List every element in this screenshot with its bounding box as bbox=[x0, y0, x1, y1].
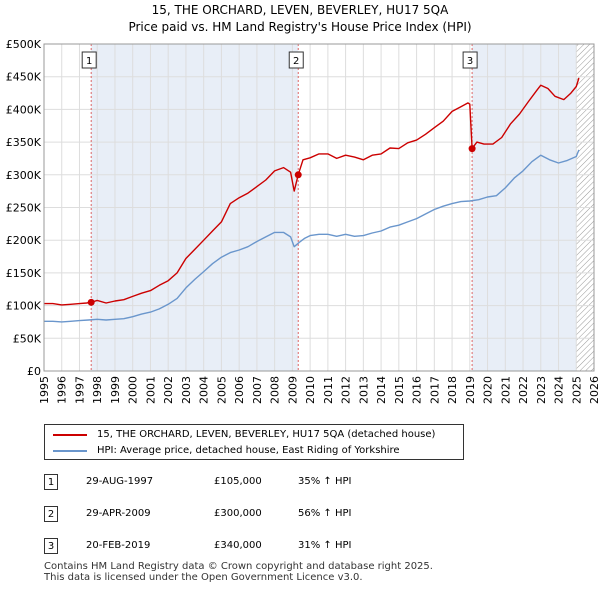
legend-item-hpi: HPI: Average price, detached house, East… bbox=[53, 443, 400, 459]
sale-row-2: 2 29-APR-2009 £300,000 56% ↑ HPI bbox=[44, 506, 564, 526]
sale-badge-label-2: 2 bbox=[293, 56, 299, 67]
x-tick-label: 2012 bbox=[340, 376, 353, 404]
y-tick-label: £50K bbox=[13, 332, 42, 345]
y-tick-label: £450K bbox=[6, 71, 42, 84]
sale-hpi-change: 31% ↑ HPI bbox=[298, 540, 352, 551]
sale-date: 20-FEB-2019 bbox=[86, 540, 151, 551]
legend-item-property: 15, THE ORCHARD, LEVEN, BEVERLEY, HU17 5… bbox=[53, 427, 435, 443]
plot-border bbox=[43, 43, 595, 372]
legend-swatch-hpi bbox=[53, 450, 87, 452]
y-tick-label: £500K bbox=[6, 38, 42, 51]
x-tick-label: 2017 bbox=[428, 376, 441, 404]
sale-hpi-change: 56% ↑ HPI bbox=[298, 508, 352, 519]
x-tick-label: 2010 bbox=[304, 376, 317, 404]
sale-hpi-change: 35% ↑ HPI bbox=[298, 476, 352, 487]
y-tick-label: £150K bbox=[6, 267, 42, 280]
sale-date: 29-AUG-1997 bbox=[86, 476, 154, 487]
price-chart: 15, THE ORCHARD, LEVEN, BEVERLEY, HU17 5… bbox=[6, 3, 600, 404]
chart-title: 15, THE ORCHARD, LEVEN, BEVERLEY, HU17 5… bbox=[152, 3, 449, 17]
y-tick-label: £100K bbox=[6, 300, 42, 313]
legend-swatch-property bbox=[53, 434, 87, 436]
sale-badge-label-1: 1 bbox=[86, 56, 92, 67]
y-tick-label: £400K bbox=[6, 103, 42, 116]
sale-point-3 bbox=[468, 145, 476, 153]
chart-subtitle: Price paid vs. HM Land Registry's House … bbox=[128, 20, 471, 34]
y-tick-label: £200K bbox=[6, 234, 42, 247]
x-tick-label: 2008 bbox=[269, 376, 282, 404]
sale-badge-box-1 bbox=[81, 51, 97, 69]
x-tick-label: 2015 bbox=[393, 376, 406, 404]
x-tick-label: 1996 bbox=[56, 376, 69, 404]
sale-price: £300,000 bbox=[214, 508, 262, 519]
footer-line-2: This data is licensed under the Open Gov… bbox=[44, 572, 363, 583]
x-tick-label: 2003 bbox=[180, 376, 193, 404]
y-tick-label: £0 bbox=[27, 365, 41, 378]
sale-badge: 3 bbox=[44, 538, 58, 554]
legend-label-hpi: HPI: Average price, detached house, East… bbox=[97, 445, 400, 456]
footer-attribution: Contains HM Land Registry data © Crown c… bbox=[44, 561, 584, 583]
sale-point-2 bbox=[294, 171, 302, 179]
x-tick-label: 2014 bbox=[375, 376, 388, 404]
x-tick-label: 2026 bbox=[588, 376, 600, 404]
sale-badge: 2 bbox=[44, 506, 58, 522]
x-tick-label: 2019 bbox=[464, 376, 477, 404]
x-tick-label: 1997 bbox=[73, 376, 86, 404]
x-tick-label: 2022 bbox=[517, 376, 530, 404]
x-tick-label: 2013 bbox=[357, 376, 370, 404]
sale-row-1: 1 29-AUG-1997 £105,000 35% ↑ HPI bbox=[44, 474, 564, 494]
x-tick-label: 2005 bbox=[215, 376, 228, 404]
x-tick-label: 2002 bbox=[162, 376, 175, 404]
x-tick-label: 2011 bbox=[322, 376, 335, 404]
sale-badge-box-2 bbox=[288, 51, 304, 69]
x-tick-label: 1999 bbox=[109, 376, 122, 404]
x-tick-label: 2016 bbox=[411, 376, 424, 404]
footer-line-1: Contains HM Land Registry data © Crown c… bbox=[44, 561, 433, 572]
sale-badge: 1 bbox=[44, 474, 58, 490]
x-tick-label: 2009 bbox=[286, 376, 299, 404]
sale-date: 29-APR-2009 bbox=[86, 508, 151, 519]
x-tick-label: 2004 bbox=[198, 376, 211, 404]
sale-badge-box-3 bbox=[462, 51, 478, 69]
x-tick-label: 2007 bbox=[251, 376, 264, 404]
hpi-line bbox=[44, 149, 580, 323]
x-tick-label: 2021 bbox=[499, 376, 512, 404]
x-tick-label: 2025 bbox=[570, 376, 583, 404]
x-tick-label: 2000 bbox=[127, 376, 140, 404]
legend-label-property: 15, THE ORCHARD, LEVEN, BEVERLEY, HU17 5… bbox=[97, 429, 436, 440]
y-tick-label: £250K bbox=[6, 202, 42, 215]
sale-price: £105,000 bbox=[214, 476, 262, 487]
sale-price: £340,000 bbox=[214, 540, 262, 551]
x-tick-label: 2006 bbox=[233, 376, 246, 404]
y-tick-label: £300K bbox=[6, 169, 42, 182]
property-price-line bbox=[44, 77, 580, 306]
chart-legend: 15, THE ORCHARD, LEVEN, BEVERLEY, HU17 5… bbox=[44, 424, 464, 460]
y-tick-label: £350K bbox=[6, 136, 42, 149]
x-tick-label: 2023 bbox=[535, 376, 548, 404]
x-tick-label: 2001 bbox=[144, 376, 157, 404]
sale-badge-label-3: 3 bbox=[467, 56, 473, 67]
x-tick-label: 2018 bbox=[446, 376, 459, 404]
x-tick-label: 2024 bbox=[553, 376, 566, 404]
sale-row-3: 3 20-FEB-2019 £340,000 31% ↑ HPI bbox=[44, 538, 564, 558]
x-tick-label: 1995 bbox=[38, 376, 51, 404]
x-tick-label: 1998 bbox=[91, 376, 104, 404]
sale-point-1 bbox=[87, 298, 95, 306]
x-tick-label: 2020 bbox=[482, 376, 495, 404]
